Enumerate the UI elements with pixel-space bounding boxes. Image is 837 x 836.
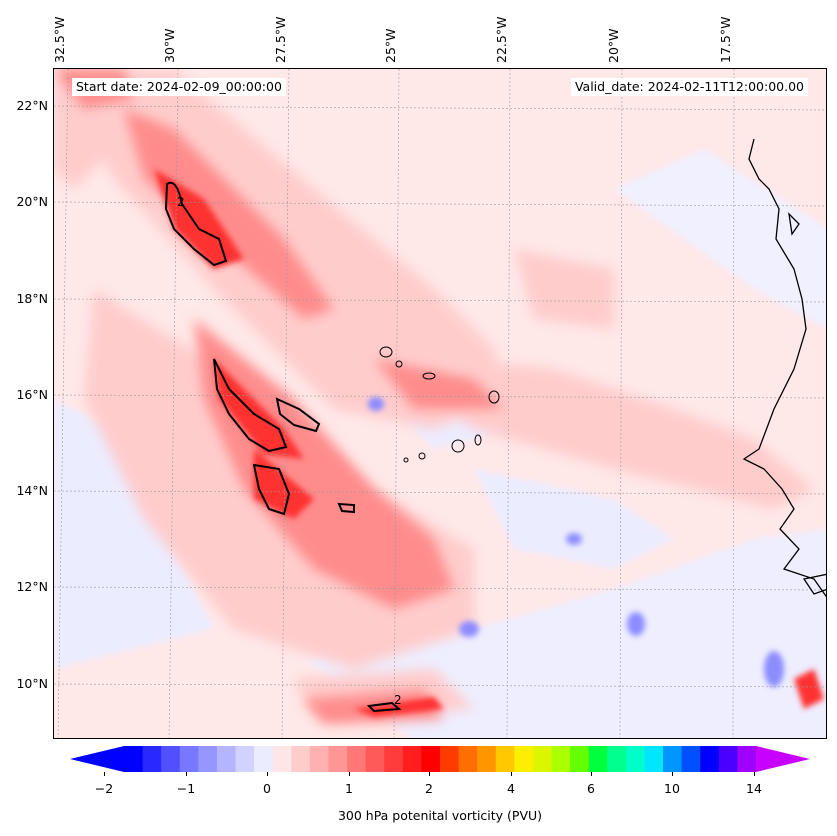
colorbar-segment: [514, 746, 534, 772]
colorbar-tick-label: 2: [425, 781, 433, 796]
colorbar-segment: [272, 746, 292, 772]
colorbar-segment: [458, 746, 478, 772]
colorbar-tick-label: 0: [263, 781, 271, 796]
valid-date-label: Valid_date: 2024-02-11T12:00:00.00: [570, 78, 808, 96]
colorbar-segment: [700, 746, 720, 772]
colorbar-segment: [440, 746, 460, 772]
colorbar-segment: [421, 746, 441, 772]
colorbar-segment: [570, 746, 590, 772]
colorbar-tick: [754, 772, 755, 776]
colorbar-segment: [309, 746, 329, 772]
start-date-label: Start date: 2024-02-09_00:00:00: [72, 78, 286, 96]
colorbar-segment: [495, 746, 515, 772]
lat-label-20n: 20°N: [16, 194, 48, 209]
lat-label-22n: 22°N: [16, 98, 48, 113]
colorbar-segment: [625, 746, 645, 772]
colorbar-segment: [737, 746, 757, 772]
colorbar-tick-label: 1: [345, 781, 353, 796]
map-panel: Start date: 2024-02-09_00:00:00 Valid_da…: [53, 68, 827, 739]
islands: [379, 346, 500, 463]
colorbar-segment: [198, 746, 218, 772]
colorbar-segment: [161, 746, 181, 772]
colorbar-segment: [365, 746, 385, 772]
colorbar-title: 300 hPa potenital vorticity (PVU): [337, 808, 543, 823]
colorbar-tick: [429, 772, 430, 776]
colorbar-segment: [607, 746, 627, 772]
colorbar-segment: [588, 746, 608, 772]
lon-label-17-5w: 17.5°W: [718, 16, 733, 63]
colorbar-segment: [551, 746, 571, 772]
colorbar-segment: [254, 746, 274, 772]
colorbar-segment: [328, 746, 348, 772]
colorbar-segment: [384, 746, 404, 772]
colorbar-segment: [291, 746, 311, 772]
colorbar-segment: [216, 746, 237, 772]
lon-label-22-5w: 22.5°W: [494, 16, 509, 63]
pv-field: [54, 69, 826, 738]
colorbar: [70, 746, 810, 772]
lat-label-14n: 14°N: [16, 483, 48, 498]
colorbar-tick: [672, 772, 673, 776]
lon-label-30w: 30°W: [162, 28, 177, 63]
colorbar-extend-left: [70, 746, 124, 772]
colorbar-segment: [347, 746, 367, 772]
lon-label-32-5w: 32.5°W: [52, 16, 67, 63]
contour-2-pvu: [164, 181, 402, 713]
colorbar-tick: [349, 772, 350, 776]
negative-pv-spots: [368, 397, 784, 687]
lat-label-10n: 10°N: [16, 676, 48, 691]
coastline: [742, 138, 826, 598]
lon-label-27-5w: 27.5°W: [273, 16, 288, 63]
colorbar-segment: [124, 746, 144, 772]
colorbar-segment: [532, 746, 553, 772]
lon-label-20w: 20°W: [606, 28, 621, 63]
contour-label-1: 2: [177, 195, 185, 209]
colorbar-tick: [267, 772, 268, 776]
colorbar-segment: [142, 746, 162, 772]
colorbar-tick: [511, 772, 512, 776]
colorbar-tick-label: −2: [94, 781, 114, 796]
colorbar-tick-label: 6: [587, 781, 595, 796]
colorbar-segment: [235, 746, 255, 772]
colorbar-segment: [663, 746, 683, 772]
lat-label-12n: 12°N: [16, 579, 48, 594]
graticule: [54, 69, 826, 738]
colorbar-segment: [644, 746, 664, 772]
colorbar-tick-label: 4: [507, 781, 515, 796]
colorbar-segment: [477, 746, 497, 772]
colorbar-tick: [591, 772, 592, 776]
colorbar-segment: [402, 746, 422, 772]
lat-label-16n: 16°N: [16, 387, 48, 402]
colorbar-extend-right: [756, 746, 810, 772]
lon-label-25w: 25°W: [383, 28, 398, 63]
colorbar-tick-label: 14: [746, 781, 762, 796]
colorbar-tick: [186, 772, 187, 776]
colorbar-tick-label: 10: [664, 781, 680, 796]
colorbar-tick: [104, 772, 105, 776]
colorbar-segment: [179, 746, 199, 772]
lat-label-18n: 18°N: [16, 291, 48, 306]
colorbar-segment: [681, 746, 701, 772]
colorbar-tick-label: −1: [176, 781, 196, 796]
contour-label-2: 2: [394, 693, 402, 707]
colorbar-segment: [718, 746, 738, 772]
